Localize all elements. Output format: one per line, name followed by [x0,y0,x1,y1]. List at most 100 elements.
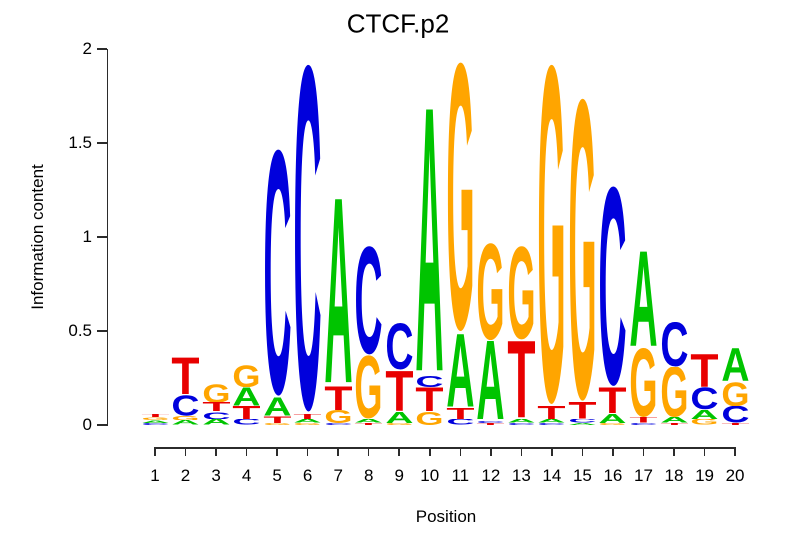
svg-text:C: C [629,423,657,425]
svg-text:C: C [263,149,291,397]
svg-text:G: G [416,412,444,425]
logo-letter-G: G [385,423,414,425]
svg-text:G: G [202,384,230,403]
svg-text:A: A [690,410,718,419]
logo-letter-G: G [354,355,383,419]
svg-text:T: T [416,387,444,411]
svg-text:A: A [324,196,352,386]
logo-letter-A: A [293,419,322,423]
logo-letter-C: C [568,419,597,423]
logo-letter-G: G [171,416,200,421]
logo-letter-T: T [568,402,597,419]
svg-text:G: G [477,243,505,341]
logo-letter-C: C [354,246,383,355]
logo-letter-T: T [629,417,658,423]
svg-text:C: C [324,423,352,425]
svg-text:T: T [477,423,506,425]
logo-letter-T: T [202,402,231,411]
x-tick-label: 13 [511,466,531,485]
svg-text:A: A [446,333,474,408]
x-tick [734,447,736,456]
svg-text:C: C [233,419,261,425]
svg-text:G: G [660,367,688,418]
logo-letter-A: A [263,397,292,416]
logo-letter-A: A [629,250,658,348]
logo-letter-T: T [598,387,628,413]
logo-letter-T: T [415,387,444,411]
svg-text:G: G [629,348,657,418]
svg-text:C: C [171,395,199,416]
svg-text:C: C [355,246,383,355]
y-tick-label: 0 [82,415,92,434]
svg-text:T: T [171,357,199,395]
svg-text:G: G [233,365,261,388]
y-tick [96,236,107,238]
svg-text:A: A [599,414,627,423]
x-tick-label: 11 [451,466,470,485]
logo-letter-C: C [263,149,292,397]
x-tick-label: 12 [481,466,501,485]
x-tick-label: 10 [420,466,440,485]
logo-letter-T: T [660,423,689,425]
x-tick-label: 15 [572,466,592,485]
logo-letter-C: C [324,423,353,425]
logo-letter-A: A [415,105,444,376]
logo-letter-C: C [171,395,200,416]
svg-text:C: C [538,423,566,425]
svg-text:G: G [171,416,199,421]
svg-text:G: G [599,423,627,425]
logo-letter-G: G [293,423,322,425]
svg-text:C: C [416,376,444,387]
logo-letter-C: C [660,322,689,367]
svg-text:A: A [171,420,199,425]
logo-letter-A: A [202,419,231,425]
logo-letter-C: C [721,406,750,423]
logo-letter-C: C [476,421,505,423]
x-tick [642,447,645,456]
x-tick [429,447,431,456]
x-tick-label: 4 [241,466,252,485]
x-tick-label: 7 [333,466,343,485]
x-tick-label: 5 [272,466,282,485]
x-tick [612,447,614,456]
x-axis-label: Position [415,507,477,526]
logo-letter-G: G [324,410,353,423]
logo-letter-T: T [385,370,414,411]
logo-letter-T: T [721,423,750,425]
svg-text:A: A [355,419,383,423]
svg-text:G: G [721,382,749,406]
logo-letter-T: T [293,414,322,420]
logo-letter-G: G [598,423,627,425]
x-tick-label: 18 [664,466,684,485]
svg-text:C: C [446,419,474,425]
svg-text:G: G [690,419,718,425]
svg-text:T: T [629,417,657,423]
x-tick-label: 1 [150,466,160,485]
svg-text:A: A [202,419,230,425]
logo-letter-G: G [141,417,170,420]
logo-letter-G: G [263,423,292,425]
svg-text:C: C [721,406,749,423]
svg-text:T: T [721,423,750,425]
logo-letter-C: C [141,423,170,425]
x-tick [154,447,156,456]
logo-letter-A: A [385,412,414,423]
y-tick [96,142,107,144]
logo-letter-A: A [507,419,536,423]
svg-text:A: A [507,419,535,423]
x-tick [367,447,370,456]
logo-letter-T: T [232,406,261,419]
logo-letter-G: G [232,365,261,388]
x-tick [490,447,492,456]
y-tick [96,424,107,426]
logo-letter-T: T [171,357,200,395]
svg-text:G: G [141,417,169,420]
logo-letter-G: G [415,412,444,425]
logo-letter-A: A [446,333,475,408]
logo-letter-T: T [141,414,170,418]
logo-letter-C: C [232,419,261,425]
logo-letter-T: T [507,340,536,419]
svg-text:A: A [660,417,688,423]
svg-text:G: G [507,246,535,340]
logo-letter-C: C [202,412,231,420]
